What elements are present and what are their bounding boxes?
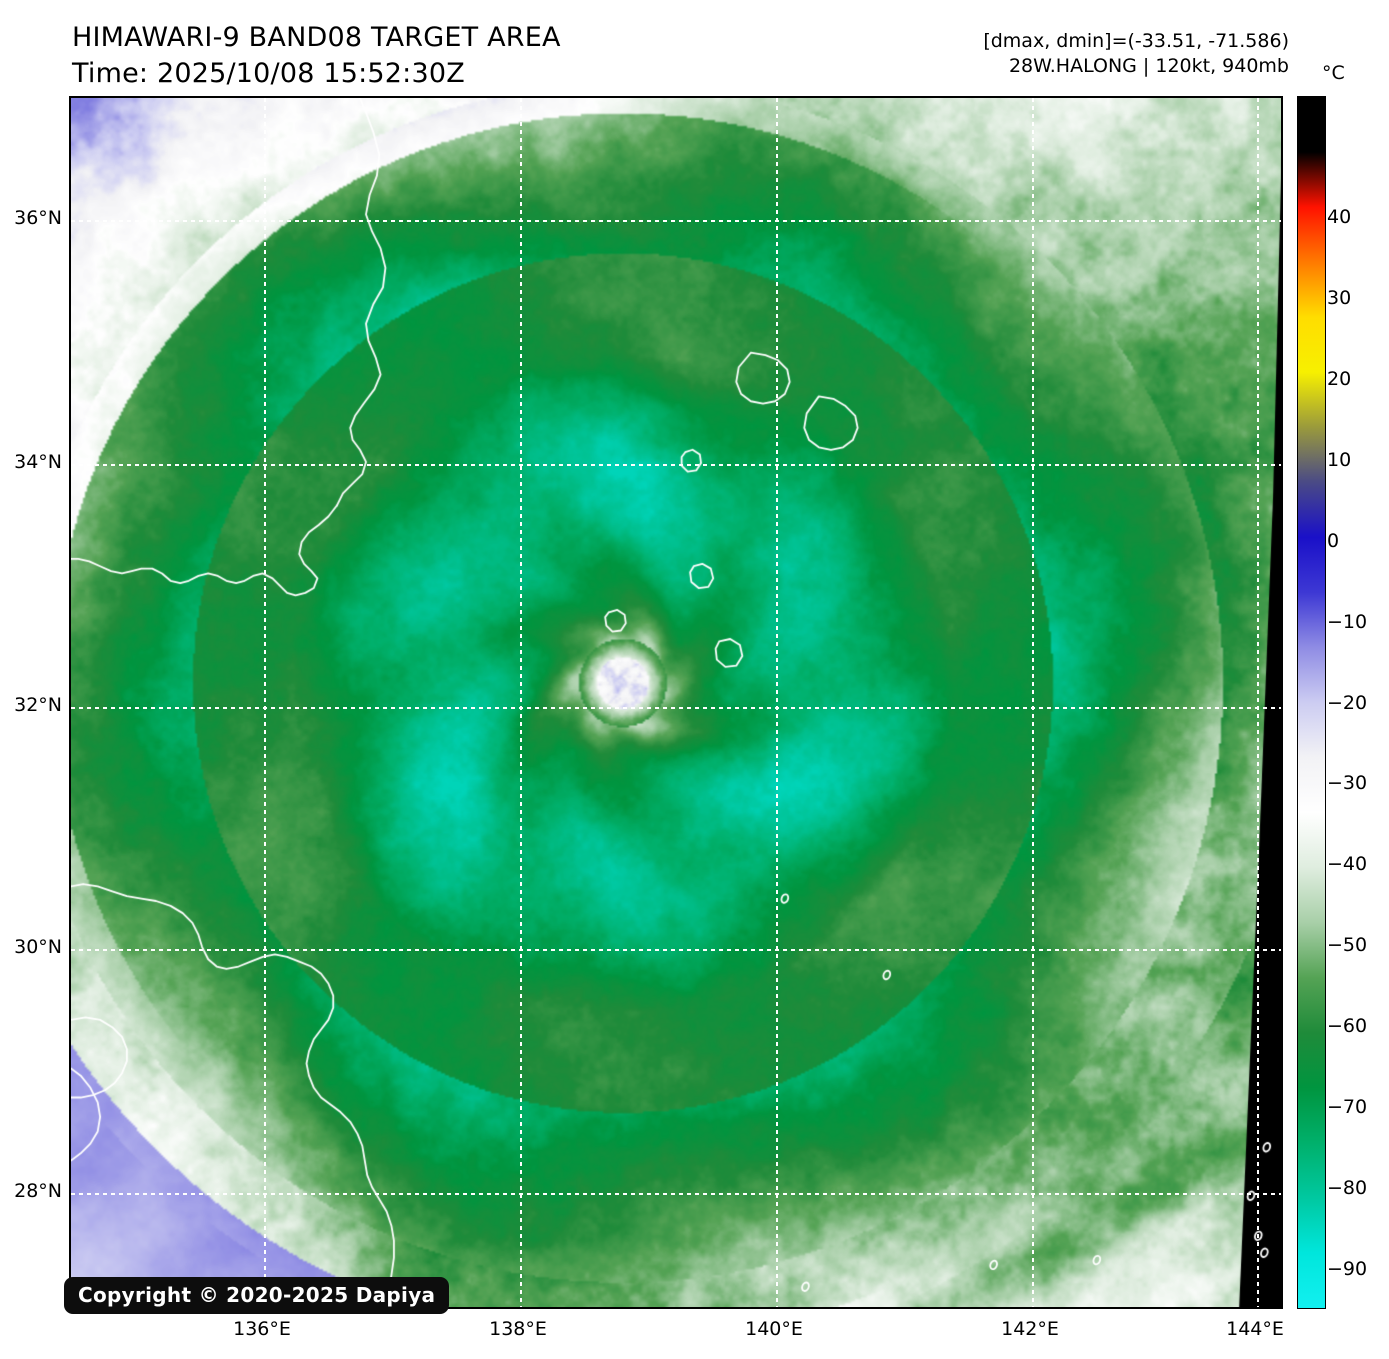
- y-axis-tick-label: 34°N: [14, 451, 62, 473]
- colorbar-tick-label: 20: [1327, 368, 1352, 391]
- timestamp-label: Time: 2025/10/08 15:52:30Z: [72, 57, 465, 89]
- satellite-image-plot[interactable]: [69, 96, 1283, 1309]
- colorbar-tick-label: 40: [1327, 206, 1352, 229]
- copyright-badge: Copyright © 2020-2025 Dapiya: [64, 1277, 450, 1314]
- satellite-imagery-canvas: [71, 98, 1281, 1307]
- temperature-colorbar[interactable]: [1297, 96, 1326, 1309]
- colorbar-tick-label: 0: [1327, 529, 1340, 552]
- y-axis-tick-label: 28°N: [14, 1180, 62, 1202]
- y-axis-tick-label: 32°N: [14, 694, 62, 716]
- colorbar-unit-label: °C: [1322, 62, 1345, 84]
- y-axis-tick-label: 30°N: [14, 936, 62, 958]
- x-axis-tick-label: 136°E: [233, 1318, 291, 1340]
- colorbar-tick-label: −80: [1327, 1176, 1368, 1199]
- y-axis-tick-label: 36°N: [14, 207, 62, 229]
- colorbar-tick-label: −30: [1327, 772, 1368, 795]
- colorbar-gradient: [1298, 97, 1325, 1308]
- colorbar-tick-label: −60: [1327, 1014, 1368, 1037]
- x-axis-tick-label: 140°E: [745, 1318, 803, 1340]
- title-block: HIMAWARI-9 BAND08 TARGET AREA Time: 2025…: [72, 20, 561, 91]
- colorbar-tick-label: −50: [1327, 934, 1368, 957]
- colorbar-tick-label: 10: [1327, 448, 1352, 471]
- colorbar-tick-label: −40: [1327, 853, 1368, 876]
- x-axis-tick-label: 142°E: [1001, 1318, 1059, 1340]
- x-axis-tick-label: 144°E: [1226, 1318, 1284, 1340]
- colorbar-tick-label: −20: [1327, 691, 1368, 714]
- dmax-dmin-label: [dmax, dmin]=(-33.51, -71.586): [983, 30, 1289, 52]
- page-title: HIMAWARI-9 BAND08 TARGET AREA: [72, 22, 561, 53]
- colorbar-tick-label: 30: [1327, 287, 1352, 310]
- x-axis-tick-label: 138°E: [489, 1318, 547, 1340]
- colorbar-tick-label: −70: [1327, 1095, 1368, 1118]
- metadata-block: [dmax, dmin]=(-33.51, -71.586) 28W.HALON…: [983, 29, 1289, 79]
- colorbar-tick-label: −10: [1327, 610, 1368, 633]
- storm-info-label: 28W.HALONG | 120kt, 940mb: [1008, 55, 1289, 78]
- colorbar-tick-label: −90: [1327, 1257, 1368, 1280]
